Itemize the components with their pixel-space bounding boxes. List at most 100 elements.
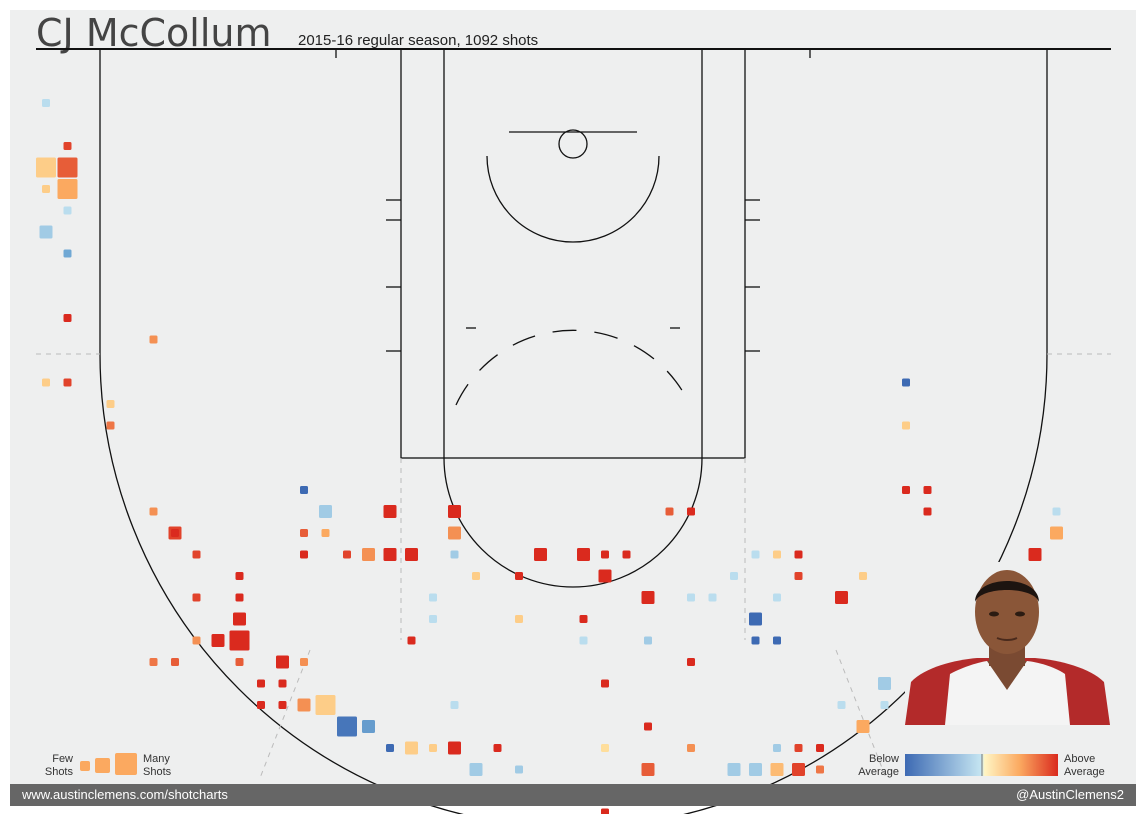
shot-bin [36,157,56,178]
shot-bin [235,658,244,666]
shot-bin [407,636,416,645]
shot-bin [319,505,332,518]
shot-bin [233,612,246,626]
shot-bin [923,486,932,494]
legend-above-line1: Above [1064,753,1095,765]
shot-bin [276,655,289,669]
shot-bin [577,548,590,561]
zone-guides [36,353,1111,779]
shot-bin [149,658,158,666]
shot-bin [57,157,78,178]
legend-many-line1: Many [143,753,170,765]
shot-bin [235,572,244,580]
shot-bin [902,378,910,387]
shot-bin [106,421,115,430]
shot-bin [362,720,375,733]
footer-website-link[interactable]: www.austinclemens.com/shotcharts [22,787,228,802]
shot-bin [493,744,502,752]
shot-bin [450,701,459,709]
shot-bin [171,658,179,666]
shot-bin [192,636,201,645]
shot-bin [278,701,287,709]
shot-bin [773,550,781,559]
shot-bin [57,179,78,199]
footer-bar: www.austinclemens.com/shotcharts @Austin… [10,784,1136,806]
shot-bin [321,529,330,537]
shot-bin [601,550,609,559]
shot-bin [622,550,631,559]
lane-outer [400,48,746,459]
shot-bin [687,593,695,602]
shot-bin [534,548,547,561]
shot-bin [63,314,72,322]
shot-bin [687,658,695,666]
shot-bin [42,378,50,387]
shot-bin [1028,548,1042,561]
shot-bin [579,636,588,645]
shot-bin [515,615,523,623]
color-legend: Below Average Above Average [858,753,1105,778]
shot-bin [386,744,394,752]
shot-bin [42,99,50,107]
chart-title: CJ McCollum [36,11,272,55]
shot-bin [149,507,158,516]
shot-bin [687,744,695,752]
shot-bin [835,591,848,604]
shot-bin [192,593,201,602]
shot-bin [856,720,870,733]
shot-bin [429,744,437,752]
shot-bin [902,421,910,430]
shot-bin [794,572,803,580]
shot-bin [644,722,652,731]
chart-subtitle: 2015-16 regular season, 1092 shots [298,32,538,49]
shot-bin [773,593,781,602]
shot-bin [687,507,695,516]
shot-bin [773,636,781,645]
shot-bin [300,529,308,537]
shot-bin [315,695,336,715]
shot-bin [257,701,265,709]
shot-bin [63,142,72,150]
shot-bin [923,507,932,516]
shot-bin [727,763,741,776]
shot-bin [644,636,652,645]
shot-bin [837,701,846,709]
shot-bin [751,636,760,645]
shot-bin [902,486,910,494]
shot-bin [515,572,523,580]
legend-few-line1: Few [52,753,73,765]
shot-bin [448,526,461,540]
player-portrait [905,562,1110,725]
shot-bin [383,505,397,518]
shot-bin [816,744,824,752]
shot-bin [472,572,480,580]
shot-bin [641,763,655,776]
shot-bin [749,612,762,626]
shot-bin [63,206,72,215]
shot-bin [448,505,461,518]
shot-bin [601,744,609,752]
shot-bin [362,548,375,561]
rim [558,129,588,159]
shot-bin [337,716,357,737]
shot-bin [429,593,437,602]
legend-size-large [115,753,137,775]
shot-bin [192,550,201,559]
shot-bin [641,591,655,604]
shot-bin [297,698,311,712]
shot-bin [171,529,179,537]
shot-bin [405,741,418,755]
shot-bin [749,763,762,776]
shot-bin [63,249,72,258]
shot-bin [235,593,244,602]
shot-bin [773,744,781,752]
shot-bin [730,572,738,580]
footer-twitter-handle[interactable]: @AustinClemens2 [1016,787,1124,802]
shot-bin [859,572,867,580]
legend-below-line1: Below [869,753,899,765]
shot-bin [794,550,803,559]
shot-bin [469,763,483,776]
shot-bin [300,550,308,559]
shot-bin [405,548,418,561]
